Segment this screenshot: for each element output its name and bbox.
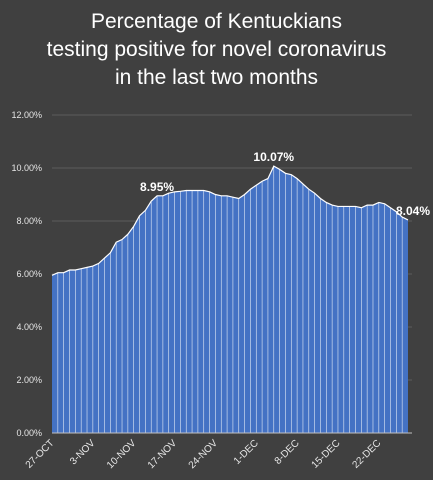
chart-title: Percentage of Kentuckians testing positi… bbox=[0, 8, 433, 92]
x-tick-label-3: 17-NOV bbox=[146, 438, 180, 472]
chart-title-line-2: testing positive for novel coronavirus bbox=[46, 38, 387, 61]
y-tick-label-4: 8.00% bbox=[16, 216, 42, 226]
y-tick-label-6: 12.00% bbox=[11, 110, 42, 120]
series-area bbox=[52, 166, 408, 433]
data-label-0: 8.95% bbox=[140, 180, 174, 194]
x-tick-label-5: 1-DEC bbox=[232, 438, 261, 467]
y-tick-label-5: 10.00% bbox=[11, 163, 42, 173]
series-line bbox=[51, 165, 409, 276]
x-tick-label-8: 22-DEC bbox=[350, 438, 383, 471]
chart-title-line-1: Percentage of Kentuckians bbox=[91, 10, 342, 33]
data-label-2: 8.04% bbox=[396, 204, 430, 218]
x-tick-label-6: 8-DEC bbox=[273, 438, 302, 467]
data-label-1: 10.07% bbox=[253, 150, 294, 164]
x-tick-label-7: 15-DEC bbox=[310, 438, 343, 471]
x-tick-label-4: 24-NOV bbox=[187, 438, 221, 472]
x-tick-label-0: 27-OCT bbox=[24, 438, 57, 471]
x-tick-label-1: 3-NOV bbox=[68, 438, 98, 468]
x-tick-label-2: 10-NOV bbox=[105, 438, 139, 472]
y-tick-label-0: 0.00% bbox=[16, 428, 42, 438]
y-tick-label-3: 6.00% bbox=[16, 269, 42, 279]
chart-title-line-3: in the last two months bbox=[114, 66, 319, 89]
y-tick-label-2: 4.00% bbox=[16, 322, 42, 332]
y-tick-label-1: 2.00% bbox=[16, 375, 42, 385]
